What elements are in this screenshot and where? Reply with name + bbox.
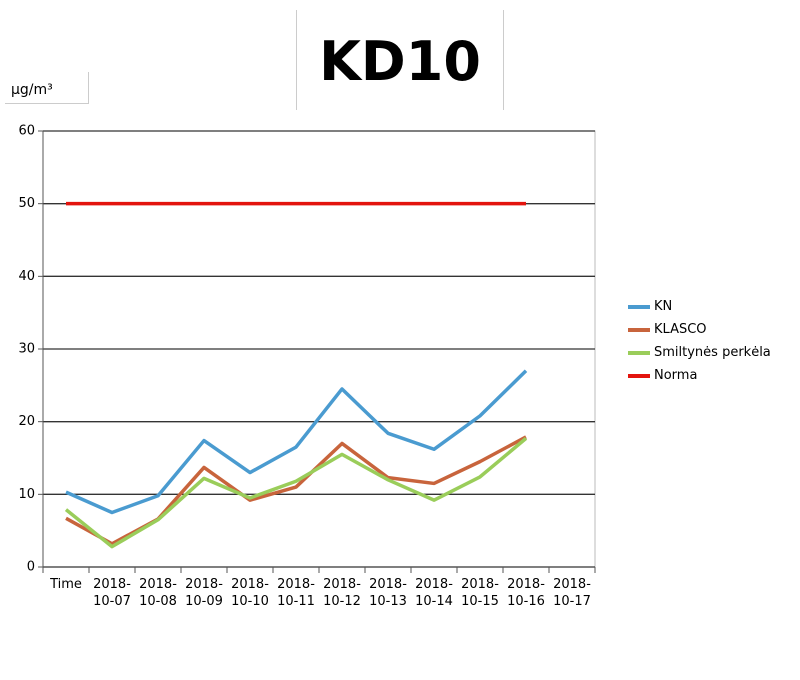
x-tick-label: 2018-10-10	[231, 577, 269, 609]
legend-swatch	[628, 304, 650, 309]
x-tick-label: 2018-10-17	[553, 577, 591, 609]
y-tick-label: 60	[18, 124, 35, 139]
x-tick-label: 2018-10-09	[185, 577, 223, 609]
y-tick-label: 20	[18, 414, 35, 429]
y-tick-label: 30	[18, 342, 35, 357]
x-tick-label: 2018-10-08	[139, 577, 177, 609]
x-tick-label: 2018-10-12	[323, 577, 361, 609]
y-axis-label: µg/m³	[5, 72, 89, 104]
y-tick-label: 40	[18, 269, 35, 284]
legend-label: KLASCO	[654, 322, 707, 337]
legend-swatch	[628, 373, 650, 378]
legend-entry: KN	[628, 296, 672, 318]
x-tick-label: 2018-10-11	[277, 577, 315, 609]
y-tick-label: 0	[27, 560, 35, 575]
legend-swatch	[628, 350, 650, 355]
legend-label: KN	[654, 299, 673, 314]
legend-label: Norma	[654, 368, 698, 383]
x-tick-label: 2018-10-15	[461, 577, 499, 609]
y-tick-label: 50	[18, 196, 35, 211]
legend-entry: Smiltynės perkėla	[628, 342, 771, 364]
series-line	[65, 369, 528, 515]
chart-title: KD10	[296, 10, 504, 110]
x-tick-label: 2018-10-07	[93, 577, 131, 609]
x-tick-label: 2018-10-13	[369, 577, 407, 609]
x-tick-label: 2018-10-14	[415, 577, 453, 609]
y-tick-label: 10	[18, 487, 35, 502]
x-tick-label: 2018-10-16	[507, 577, 545, 609]
legend-label: Smiltynės perkėla	[654, 345, 771, 360]
legend-entry: Norma	[628, 365, 697, 387]
series-line	[64, 437, 528, 549]
legend-swatch	[628, 327, 650, 332]
x-tick-label: Time	[50, 577, 82, 592]
legend-entry: KLASCO	[628, 319, 707, 341]
